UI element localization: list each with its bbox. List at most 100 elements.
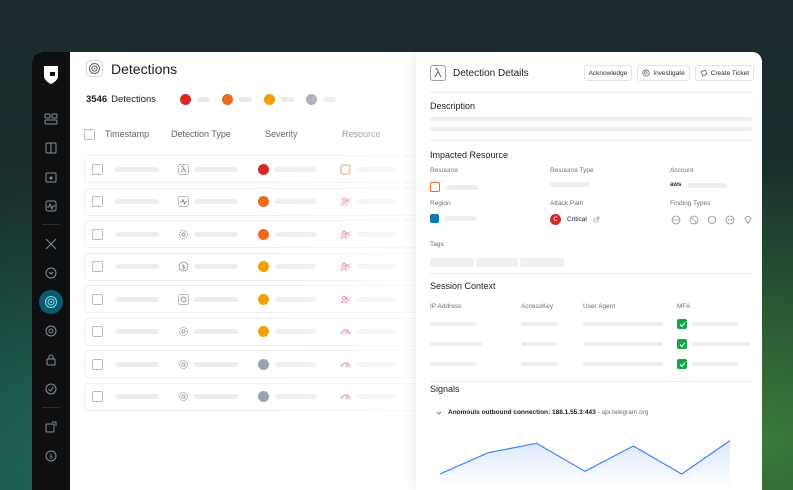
resource-placeholder <box>356 231 396 237</box>
detection-type-placeholder <box>194 199 238 204</box>
severity-dot <box>258 163 269 175</box>
table-row[interactable] <box>84 187 424 216</box>
severity-placeholder <box>275 231 317 237</box>
chip-icon <box>177 293 189 305</box>
row-checkbox[interactable] <box>92 196 103 207</box>
detection-type-placeholder <box>194 361 238 367</box>
severity-placeholder <box>275 361 317 367</box>
column-header-timestamp[interactable]: Timestamp <box>105 129 150 139</box>
mfa-placeholder <box>692 342 750 346</box>
brand-logo <box>44 66 58 84</box>
severity-count-placeholder <box>323 97 337 102</box>
row-checkbox[interactable] <box>92 358 103 370</box>
severity-filter-dot[interactable] <box>306 94 318 105</box>
signal-ip: 188.1.55.3:443 <box>552 409 596 416</box>
nav-export-icon[interactable] <box>32 412 70 441</box>
table-row[interactable]: $ <box>84 252 424 281</box>
svg-text:$: $ <box>181 264 185 271</box>
ip-address-placeholder <box>430 342 482 346</box>
resource-placeholder <box>356 296 396 302</box>
column-header-severity[interactable]: Severity <box>265 129 298 139</box>
table-row[interactable] <box>84 317 424 346</box>
row-checkbox[interactable] <box>92 391 103 402</box>
users-icon <box>339 196 351 208</box>
table-row[interactable] <box>84 285 424 313</box>
table-row[interactable] <box>84 220 424 248</box>
severity-filter-dot[interactable] <box>264 94 276 105</box>
investigate-button[interactable]: Investigate <box>637 65 690 81</box>
signal-item[interactable]: Anomouls outbound connection: 188.1.55.3… <box>436 409 649 416</box>
severity-dot <box>258 196 269 207</box>
account-value: aws <box>670 182 728 188</box>
nav-alarm-icon[interactable] <box>32 258 70 287</box>
description-title: Description <box>430 101 476 111</box>
severity-filter-dot[interactable] <box>180 94 192 105</box>
nav-tools-icon[interactable] <box>32 229 70 258</box>
row-checkbox[interactable] <box>92 228 103 240</box>
timestamp-placeholder <box>115 329 159 334</box>
timestamp-placeholder <box>115 394 159 399</box>
detections-count-row: 3546 Detections <box>86 94 342 105</box>
gear-icon <box>177 391 189 403</box>
table-row[interactable] <box>84 350 424 378</box>
session-context-title: Session Context <box>430 281 496 291</box>
table-row[interactable] <box>84 382 424 411</box>
timestamp-placeholder <box>115 231 159 237</box>
users-icon <box>339 261 351 273</box>
acknowledge-button[interactable]: Acknowledge <box>583 65 633 81</box>
severity-placeholder <box>275 199 317 204</box>
nav-inventory-icon[interactable] <box>32 133 70 162</box>
external-link-icon[interactable] <box>593 216 600 223</box>
row-checkbox[interactable] <box>92 293 103 305</box>
sidebar: $ <box>32 52 70 490</box>
nav-activity-icon[interactable] <box>32 191 70 220</box>
user-agent-placeholder <box>583 362 663 366</box>
access-key-placeholder <box>521 342 557 346</box>
table-row[interactable] <box>84 155 424 183</box>
column-header-resource[interactable]: Resource <box>342 129 381 139</box>
gauge-icon <box>339 326 351 338</box>
gear-icon <box>177 358 189 370</box>
search-icon <box>642 69 650 77</box>
access-key-label: AccessKey <box>521 303 554 310</box>
region-flag-icon <box>430 214 439 223</box>
nav-calendar-icon[interactable] <box>32 162 70 191</box>
resource-type-label: Resource Type <box>550 167 594 174</box>
severity-filter-dot[interactable] <box>222 94 234 105</box>
nav-check-icon[interactable] <box>32 374 70 403</box>
detections-count-label: Detections <box>111 94 157 105</box>
select-all-checkbox[interactable] <box>84 128 95 140</box>
resource-square-icon <box>430 182 440 192</box>
attack-path-label: Attack Path <box>550 200 584 207</box>
finding-types-icons <box>670 214 753 225</box>
detections-list-pane: Detections 3546 Detections Timestamp Det… <box>70 52 460 490</box>
mfa-label: MFA <box>677 303 691 310</box>
severity-placeholder <box>275 329 317 334</box>
description-line-1 <box>430 117 752 121</box>
resource-placeholder <box>356 166 396 172</box>
nav-target-icon[interactable] <box>32 316 70 345</box>
ip-address-placeholder <box>430 322 476 326</box>
row-checkbox[interactable] <box>92 261 103 272</box>
detection-type-placeholder <box>194 264 238 269</box>
lambda-icon <box>430 65 446 81</box>
access-key-placeholder <box>521 322 557 326</box>
severity-count-placeholder <box>197 97 211 102</box>
chevron-down-icon[interactable] <box>436 410 442 416</box>
divider <box>430 273 752 274</box>
attack-path-value[interactable]: C Critical <box>550 214 600 225</box>
create-ticket-label: Create Ticket <box>710 69 749 77</box>
gauge-icon <box>339 391 351 403</box>
row-checkbox[interactable] <box>92 163 103 175</box>
column-header-detection-type[interactable]: Detection Type <box>171 129 231 139</box>
timestamp-placeholder <box>115 264 159 269</box>
region-label: Region <box>430 200 451 207</box>
nav-billing-icon[interactable]: $ <box>32 441 70 470</box>
nav-lock-icon[interactable] <box>32 345 70 374</box>
nav-dashboard-icon[interactable] <box>32 104 70 133</box>
create-ticket-button[interactable]: Create Ticket <box>694 65 754 81</box>
severity-dot <box>258 326 269 337</box>
row-checkbox[interactable] <box>92 326 103 337</box>
nav-detections-icon[interactable] <box>32 287 70 316</box>
signal-chart <box>440 440 731 490</box>
